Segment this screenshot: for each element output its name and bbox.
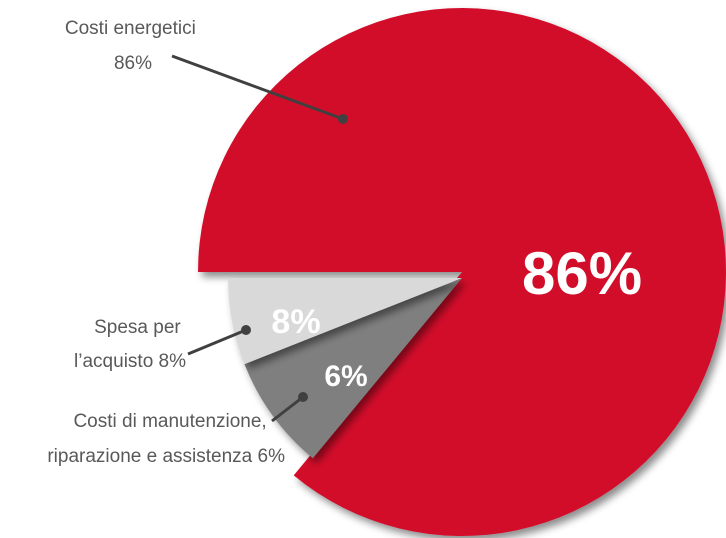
leader-line-costi-manutenzione [271,392,308,423]
inner-label-costi-manutenzione: 6% [324,360,367,393]
slice-costi-energetici [198,8,726,537]
leader-line-spesa-acquisto [187,325,251,356]
slice-spesa-acquisto [244,278,462,459]
inner-label-costi-energetici: 86% [522,240,642,307]
label-spesa-acquisto: Spesa per l’acquisto 8% [74,317,186,372]
label-costi-manutenzione: Costi di manutenzione, riparazione e ass… [47,411,285,467]
slice-costi-manutenzione [228,278,462,365]
leader-line-costi-energetici [171,54,348,124]
label-costi-energetici: Costi energetici 86% [65,18,201,74]
inner-label-spesa-acquisto: 8% [271,303,320,341]
